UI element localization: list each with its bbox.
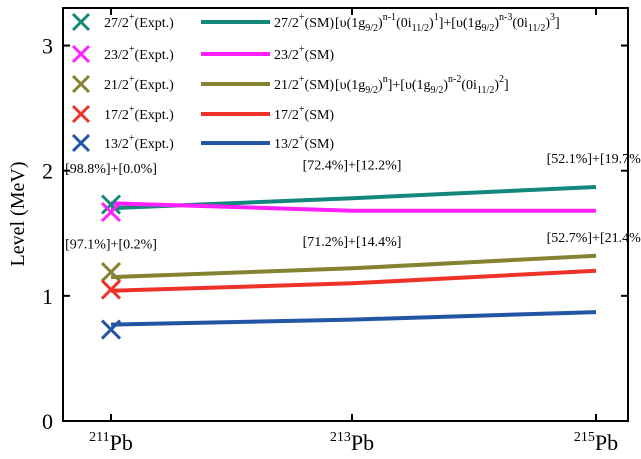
legend-row-17-2: 17/2+(Expt.) 17/2+(SM): [71, 104, 334, 124]
annotation-label: [98.8%]+[0.0%]: [65, 162, 157, 177]
x-tick-element: Pb: [351, 430, 374, 455]
legend: 27/2+(Expt.) 27/2+(SM) [υ(1g9/2)n-1(0i11…: [71, 12, 560, 153]
x-tick-label: 215Pb: [574, 430, 618, 455]
y-tick-label: 3: [42, 34, 53, 59]
x-tick-label: 211Pb: [89, 430, 133, 455]
expt-marker: [100, 262, 122, 283]
x-tick-element: Pb: [110, 430, 133, 455]
y-tick-label: 1: [42, 284, 53, 309]
expt-marker: [100, 319, 122, 340]
expt-marker: [100, 194, 122, 215]
x-tick-label: 213Pb: [330, 430, 374, 455]
series-line: [110, 310, 597, 327]
series-line: [110, 201, 596, 213]
legend-expt-label-17-2: 17/2+(Expt.): [104, 104, 174, 123]
x-tick-mass: 211: [89, 430, 109, 445]
legend-cross-13-2: [71, 133, 91, 153]
series-lines: [110, 185, 597, 327]
legend-row-23-2: 23/2+(Expt.) 23/2+(SM): [71, 44, 334, 64]
x-tick-mass: 215: [574, 430, 595, 445]
legend-sm-label-21-2: 21/2+(SM): [274, 74, 334, 93]
x-tick-element: Pb: [595, 430, 618, 455]
plot-frame: [62, 7, 629, 422]
y-axis-ticks: 0 1 2 3: [42, 34, 628, 434]
legend-expt-label-23-2: 23/2+(Expt.): [104, 44, 174, 63]
experimental-markers: [100, 194, 122, 340]
svg-text:211Pb: 211Pb: [89, 430, 133, 455]
x-axis-ticks: 211Pb 213Pb 215Pb: [89, 8, 618, 455]
legend-expt-label-21-2: 21/2+(Expt.): [104, 74, 174, 93]
legend-expt-label-13-2: 13/2+(Expt.): [104, 133, 174, 152]
legend-cross-21-2: [71, 74, 91, 94]
annotation-label: [72.4%]+[12.2%]: [303, 158, 402, 173]
series-line: [110, 253, 597, 280]
svg-text:213Pb: 213Pb: [330, 430, 374, 455]
x-tick-mass: 213: [330, 430, 351, 445]
legend-sm-label-17-2: 17/2+(SM): [274, 104, 334, 123]
y-tick-label: 0: [42, 409, 53, 434]
legend-sm-label-13-2: 13/2+(SM): [274, 133, 334, 152]
annotation-label: [52.1%]+[19.7%]: [547, 152, 641, 167]
legend-sm-label-23-2: 23/2+(SM): [274, 44, 334, 63]
legend-row-13-2: 13/2+(Expt.) 13/2+(SM): [71, 133, 334, 153]
legend-config-21-2: [υ(1g9/2)n]+[υ(1g9/2)n-2(0i11/2)2]: [335, 74, 509, 96]
y-tick-label: 2: [42, 159, 53, 184]
svg-text:215Pb: 215Pb: [574, 430, 618, 455]
annotations: [98.8%]+[0.0%] [72.4%]+[12.2%] [52.1%]+[19…: [65, 152, 641, 252]
legend-sm-label-27-2: 27/2+(SM): [274, 12, 334, 31]
annotation-label: [71.2%]+[14.4%]: [303, 235, 402, 250]
y-axis-label: Level (MeV): [7, 162, 29, 267]
legend-row-21-2: 21/2+(Expt.) 21/2+(SM) [υ(1g9/2)n]+[υ(1g…: [71, 74, 509, 96]
annotation-label: [52.7%]+[21.4%]: [547, 231, 641, 246]
legend-cross-23-2: [71, 44, 91, 64]
legend-cross-27-2: [71, 12, 91, 32]
expt-marker: [100, 201, 122, 223]
legend-expt-label-27-2: 27/2+(Expt.): [104, 12, 174, 31]
legend-config-27-2: [υ(1g9/2)n-1(0i11/2)1]+[υ(1g9/2)n-3(0i11…: [335, 12, 560, 34]
series-line: [110, 268, 597, 293]
legend-row-27-2: 27/2+(Expt.) 27/2+(SM) [υ(1g9/2)n-1(0i11…: [71, 12, 560, 34]
expt-marker: [100, 279, 122, 300]
legend-cross-17-2: [71, 104, 91, 124]
annotation-label: [97.1%]+[0.2%]: [65, 237, 157, 252]
